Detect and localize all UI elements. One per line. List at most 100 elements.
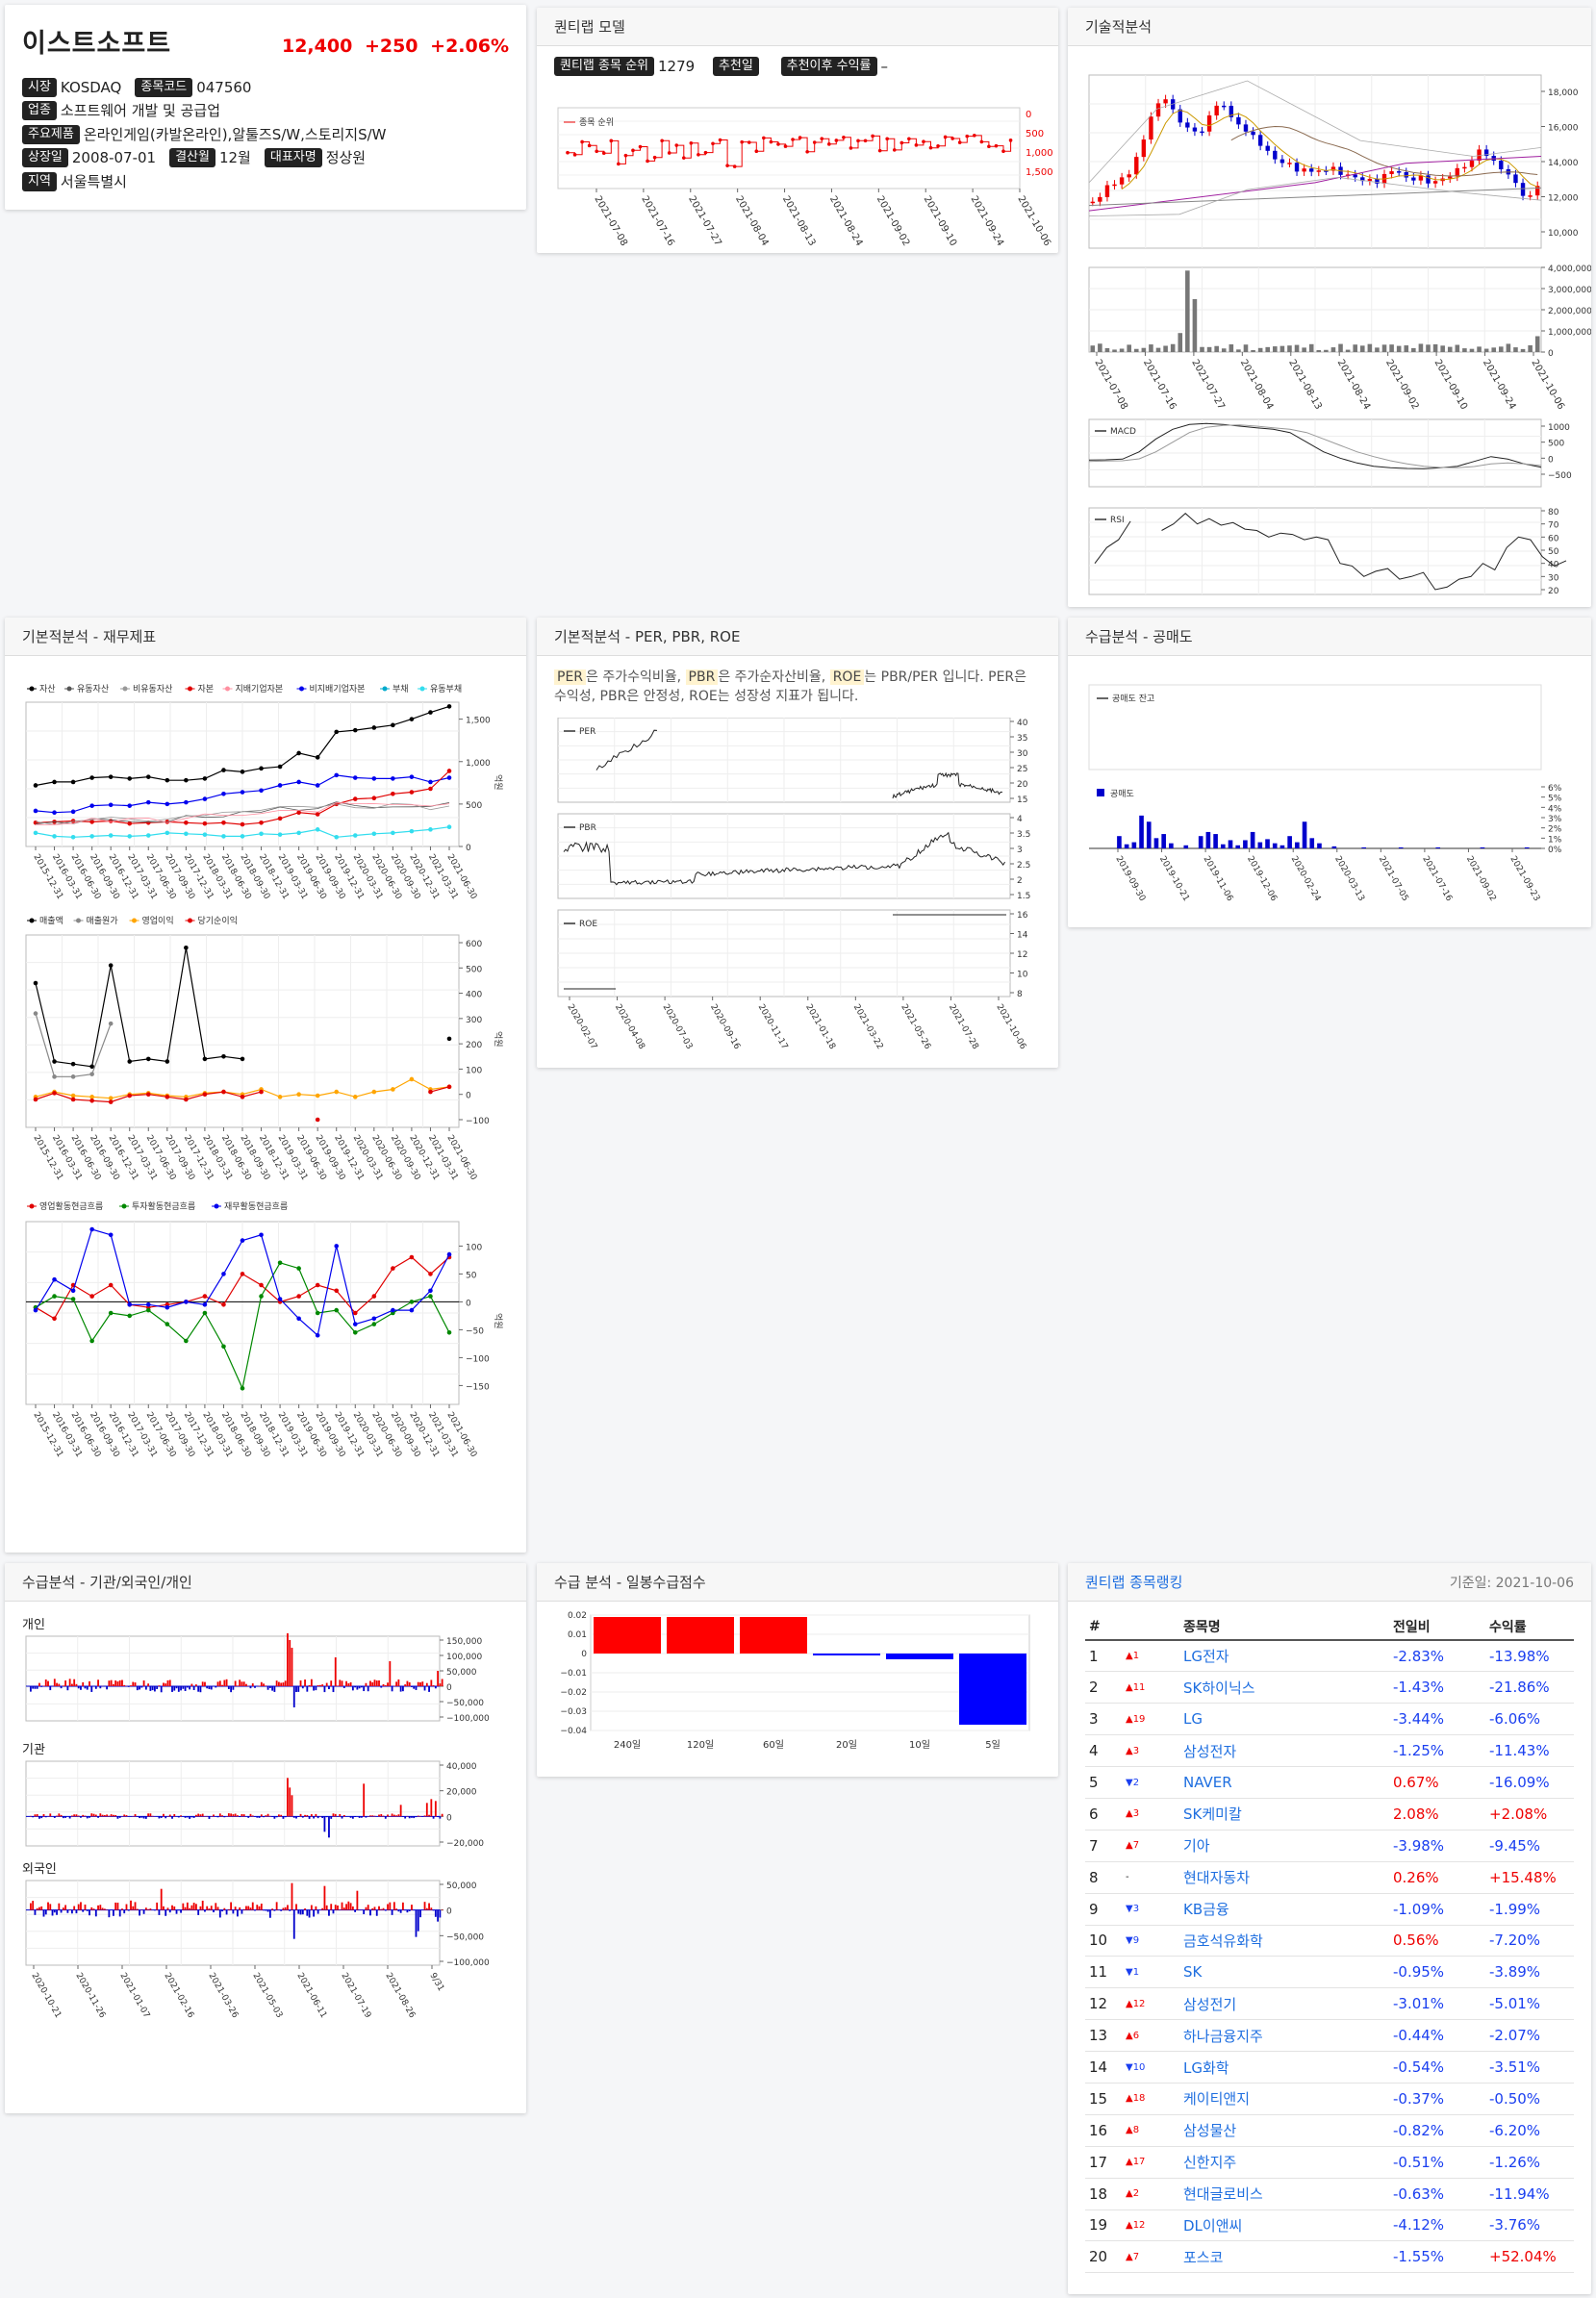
table-row[interactable]: 13 ▲6 하나금융지주 -0.44% -2.07% [1085, 2019, 1574, 2053]
stock-name-link[interactable]: 삼성전기 [1179, 1987, 1389, 2021]
stock-name-link[interactable]: 삼성전자 [1179, 1734, 1389, 1768]
flow-bar [417, 1815, 419, 1817]
flow-bar [397, 1909, 400, 1912]
flow-bar [289, 1909, 291, 1911]
stock-name-link[interactable]: 현대자동차 [1179, 1861, 1389, 1894]
rank-point [987, 144, 991, 149]
short-bar [1398, 846, 1404, 848]
flow-bar [108, 1815, 111, 1817]
table-row[interactable]: 2 ▲11 SK하이닉스 -1.43% -21.86% [1085, 1671, 1574, 1705]
table-row[interactable]: 1 ▲1 LG전자 -2.83% -13.98% [1085, 1640, 1574, 1673]
table-row[interactable]: 4 ▲3 삼성전자 -1.25% -11.43% [1085, 1734, 1574, 1768]
rank-move: ▼10 [1122, 2051, 1179, 2083]
rank-number: 9 [1085, 1893, 1122, 1926]
table-row[interactable]: 7 ▲7 기아 -3.98% -9.45% [1085, 1830, 1574, 1862]
stock-name-link[interactable]: LG화학 [1179, 2051, 1389, 2083]
flow-bar [365, 1682, 367, 1686]
flow-bar [118, 1816, 121, 1818]
x-tick-label: 9/31 [427, 1972, 445, 1994]
stock-name-link[interactable]: 기아 [1179, 1830, 1389, 1862]
short-bar [1265, 839, 1270, 848]
short-bar [1524, 846, 1530, 848]
stock-name-link[interactable]: 금호석유화학 [1179, 1925, 1389, 1957]
stock-name-link[interactable]: LG [1179, 1703, 1389, 1736]
flow-bar [62, 1685, 64, 1686]
y-tick-label: 0% [1548, 846, 1562, 855]
rank-number: 12 [1085, 1987, 1122, 2021]
region-value: 서울특별시 [60, 172, 127, 190]
table-row[interactable]: 19 ▲12 DL이앤씨 -4.12% -3.76% [1085, 2210, 1574, 2242]
y-tick-label: 100 [466, 1243, 482, 1252]
flow-bar [208, 1686, 211, 1690]
legend-label: 매출액 [39, 915, 63, 926]
rank-number: 4 [1085, 1734, 1122, 1768]
volume-bar [1447, 346, 1453, 352]
table-row[interactable]: 3 ▲19 LG -3.44% -6.06% [1085, 1703, 1574, 1736]
flow-bar [317, 1684, 319, 1686]
stock-name-link[interactable]: NAVER [1179, 1766, 1389, 1799]
flow-bar [389, 1661, 392, 1686]
flow-bar [189, 1816, 191, 1819]
short-bar [1213, 834, 1218, 848]
stock-name-link[interactable]: 포스코 [1179, 2240, 1389, 2274]
flow-bar [308, 1909, 311, 1918]
table-row[interactable]: 16 ▲8 삼성물산 -0.82% -6.20% [1085, 2114, 1574, 2147]
table-row[interactable]: 20 ▲7 포스코 -1.55% +52.04% [1085, 2240, 1574, 2274]
table-row[interactable]: 5 ▼2 NAVER 0.67% -16.09% [1085, 1766, 1574, 1799]
y-tick-label: 16 [1017, 911, 1028, 921]
table-row[interactable]: 14 ▼10 LG화학 -0.54% -3.51% [1085, 2051, 1574, 2083]
flow-bar [321, 1816, 324, 1819]
flow-bar [189, 1907, 191, 1910]
candle-body [1294, 163, 1300, 172]
stock-name-link[interactable]: 삼성물산 [1179, 2114, 1389, 2147]
stock-name-link[interactable]: 케이티앤지 [1179, 2083, 1389, 2115]
flow-bar [275, 1902, 278, 1910]
table-row[interactable]: 11 ▼1 SK -0.95% -3.89% [1085, 1956, 1574, 1989]
stock-name-link[interactable]: SK하이닉스 [1179, 1671, 1389, 1705]
stock-name-link[interactable]: 하나금융지주 [1179, 2019, 1389, 2053]
legend-label: 공매도 잔고 [1112, 694, 1154, 704]
x-tick-label: 2021-09-23 [1507, 855, 1541, 903]
table-row[interactable]: 12 ▲12 삼성전기 -3.01% -5.01% [1085, 1987, 1574, 2021]
flow-bar [273, 1686, 276, 1692]
table-row[interactable]: 10 ▼9 금호석유화학 0.56% -7.20% [1085, 1925, 1574, 1957]
table-row[interactable]: 18 ▲2 현대글로비스 -0.63% -11.94% [1085, 2178, 1574, 2210]
flow-bar [239, 1679, 241, 1686]
table-row[interactable]: 6 ▲3 SK케미칼 2.08% +2.08% [1085, 1798, 1574, 1831]
flow-bar [49, 1813, 52, 1817]
stock-name-link[interactable]: DL이앤씨 [1179, 2210, 1389, 2242]
volume-bar [1090, 345, 1096, 352]
flow-bar [342, 1686, 345, 1688]
y-tick-label: 0.02 [568, 1611, 587, 1621]
stock-name-link[interactable]: SK케미칼 [1179, 1798, 1389, 1831]
flow-bar [218, 1813, 221, 1817]
volume-bar [1287, 345, 1292, 352]
technical-charts: 18,000 16,000 14,000 12,000 10,000 4,000,000 3… [1088, 74, 1591, 596]
rank-number: 5 [1085, 1766, 1122, 1799]
flow-bar [184, 1816, 187, 1818]
table-row[interactable]: 17 ▲17 신한지주 -0.51% -1.26% [1085, 2146, 1574, 2179]
stock-name-link[interactable]: 신한지주 [1179, 2146, 1389, 2179]
table-row[interactable]: 15 ▲18 케이티앤지 -0.37% -0.50% [1085, 2083, 1574, 2115]
flow-bar [175, 1686, 178, 1689]
flow-bar [432, 1909, 435, 1911]
stock-name-link[interactable]: SK [1179, 1956, 1389, 1989]
candle-body [1149, 116, 1153, 140]
flow-bar [341, 1680, 343, 1686]
y-tick-label: −0.01 [560, 1669, 587, 1679]
stock-name-link[interactable]: KB금융 [1179, 1893, 1389, 1926]
short-bar [1183, 845, 1189, 848]
flow-bar [380, 1814, 383, 1817]
legend-label: PBR [579, 823, 596, 833]
stock-name-link[interactable]: LG전자 [1179, 1640, 1389, 1673]
flow-bar [402, 1902, 404, 1910]
table-row[interactable]: 9 ▼3 KB금융 -1.09% -1.99% [1085, 1893, 1574, 1926]
flow-bar [375, 1680, 378, 1686]
volume-bar [1112, 349, 1117, 352]
y-tick-label: −100,000 [446, 1958, 490, 1968]
table-row[interactable]: 8- 현대자동차 0.26% +15.48% [1085, 1861, 1574, 1894]
candle-body [1367, 178, 1373, 182]
market-value: KOSDAQ [60, 78, 122, 96]
stock-name-link[interactable]: 현대글로비스 [1179, 2178, 1389, 2210]
rank-point [740, 139, 744, 144]
